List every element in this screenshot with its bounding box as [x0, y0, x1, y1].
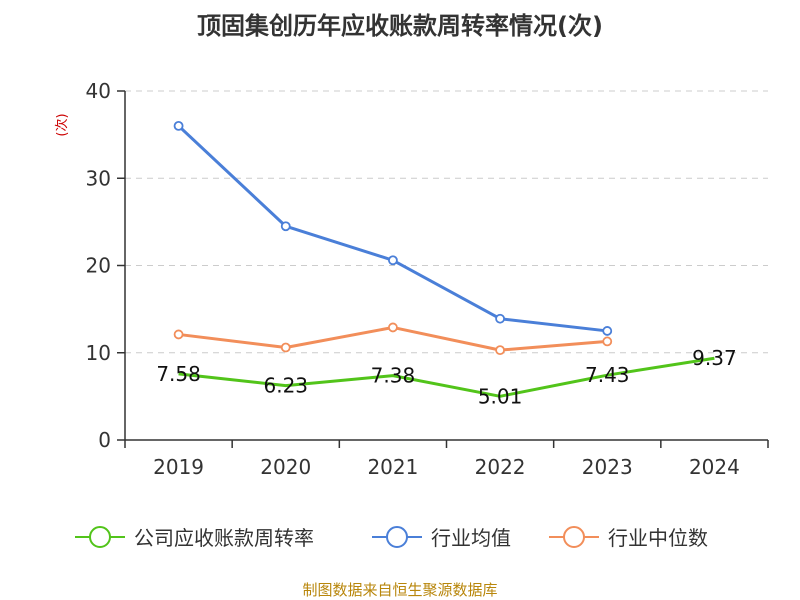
chart-title: 顶固集创历年应收账款周转率情况(次)	[197, 12, 603, 40]
x-tick-label: 2022	[475, 455, 526, 479]
series-layer	[173, 121, 715, 398]
data-point	[388, 322, 398, 333]
data-label: 7.43	[585, 363, 630, 387]
legend-item: 行业中位数	[549, 526, 708, 550]
data-label: 7.38	[371, 364, 416, 388]
x-tick-label: 2024	[689, 455, 740, 479]
source-footer: 制图数据来自恒生聚源数据库	[302, 581, 497, 599]
grid-lines	[125, 90, 768, 354]
data-label: 6.23	[263, 374, 308, 398]
data-point	[602, 336, 613, 347]
data-point	[173, 121, 184, 131]
legend-item: 公司应收账款周转率	[75, 526, 314, 550]
data-point	[602, 326, 613, 336]
y-tick-label: 0	[98, 428, 111, 452]
legend-label: 公司应收账款周转率	[134, 526, 314, 550]
data-labels: 7.58 6.23 7.38 5.01 7.43 9.37	[156, 346, 736, 408]
legend-item: 行业均值	[372, 526, 511, 550]
axes: 0 10 20 30 40 2019 2020 2021 2022 2023 2024	[86, 79, 769, 479]
x-tick-label: 2019	[153, 455, 204, 479]
data-point	[388, 255, 398, 266]
data-point	[495, 345, 505, 356]
legend-label: 行业均值	[431, 526, 511, 550]
data-label: 7.58	[156, 362, 201, 386]
x-tick-label: 2020	[260, 455, 311, 479]
series-line	[178, 356, 715, 398]
legend-marker	[89, 526, 111, 548]
y-tick-label: 10	[86, 341, 111, 365]
y-tick-label: 20	[86, 254, 111, 278]
series-line	[177, 124, 608, 333]
data-point	[280, 221, 291, 232]
legend-marker	[563, 526, 585, 548]
y-tick-label: 40	[86, 79, 111, 103]
legend-label: 行业中位数	[608, 526, 708, 550]
x-tick-label: 2023	[582, 455, 633, 479]
legend-marker	[386, 526, 408, 548]
data-label: 5.01	[478, 384, 523, 408]
y-axis-unit: (次)	[54, 113, 70, 136]
x-tick-label: 2021	[367, 455, 418, 479]
data-point	[173, 329, 184, 340]
data-point	[280, 342, 291, 353]
y-tick-label: 30	[86, 166, 111, 190]
data-label: 9.37	[692, 346, 737, 370]
legend: 公司应收账款周转率 行业均值 行业中位数	[75, 526, 708, 550]
data-point	[495, 313, 505, 324]
